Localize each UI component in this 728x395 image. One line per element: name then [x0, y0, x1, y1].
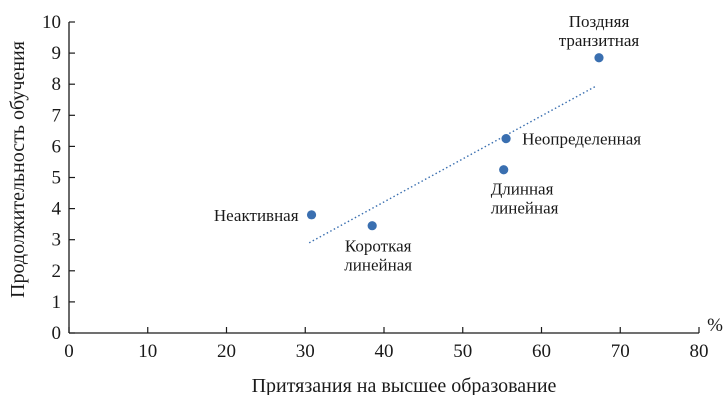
- point-label: Короткая линейная: [344, 237, 412, 275]
- y-tick-label: 6: [52, 136, 62, 157]
- x-tick-label: 10: [138, 341, 157, 362]
- point-label: Поздняя транзитная: [559, 12, 640, 50]
- x-tick-label: 30: [296, 341, 315, 362]
- data-point: [499, 165, 509, 175]
- y-tick-label: 9: [52, 43, 62, 64]
- trend-line: [308, 85, 597, 244]
- point-label: Неактивная: [214, 206, 299, 225]
- y-axis-title: Продолжительность обучения: [7, 41, 29, 298]
- point-label: Длинная линейная: [491, 180, 559, 218]
- x-tick-label: 50: [453, 341, 472, 362]
- y-tick-label: 7: [52, 105, 62, 126]
- x-tick-label: 0: [64, 341, 74, 362]
- y-tick-label: 4: [52, 199, 62, 220]
- x-tick-label: 40: [375, 341, 394, 362]
- x-tick-label: 80: [690, 341, 709, 362]
- ticks: 0 10 20 30 40 50 60 70 80 0 1 2 3 4 5 6 7 8 9 10: [42, 12, 709, 362]
- y-tick-label: 2: [52, 261, 62, 282]
- x-unit-label: %: [707, 315, 723, 336]
- y-tick-label: 8: [52, 74, 62, 95]
- x-tick-label: 20: [217, 341, 236, 362]
- data-point: [501, 134, 511, 144]
- y-tick-label: 3: [52, 230, 62, 251]
- points: [306, 53, 604, 231]
- y-tick-label: 5: [52, 168, 62, 189]
- data-point: [367, 221, 377, 231]
- y-tick-label: 1: [52, 292, 62, 313]
- axes: [68, 22, 699, 334]
- x-tick-label: 70: [611, 341, 630, 362]
- point-label: Неопределенная: [522, 130, 641, 149]
- point-labels: Неактивная Короткая линейная Длинная линейна…: [214, 12, 641, 275]
- y-tick-label: 10: [42, 12, 61, 33]
- data-point: [594, 53, 604, 63]
- y-tick-label: 0: [52, 323, 62, 344]
- x-tick-label: 60: [532, 341, 551, 362]
- data-point: [306, 210, 317, 220]
- x-axis-title: Притязания на высшее образование: [252, 375, 557, 395]
